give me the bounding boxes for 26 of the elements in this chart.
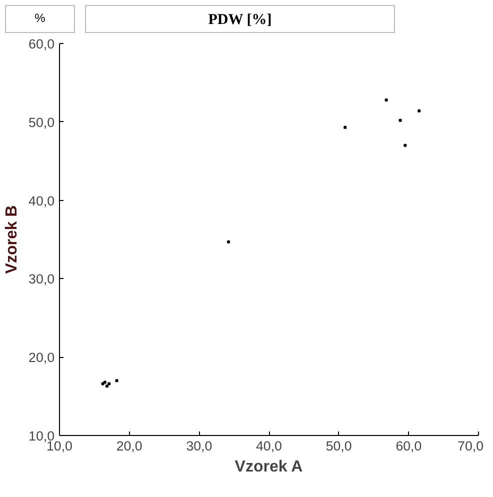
point xyxy=(105,384,108,388)
point xyxy=(384,98,388,102)
y-tick-label: 50,0 xyxy=(28,114,55,130)
text: % xyxy=(34,10,46,27)
chart-title: PDW [%] xyxy=(208,11,272,30)
y-tick-label: 20,0 xyxy=(28,350,55,366)
point xyxy=(103,380,106,384)
point xyxy=(115,379,118,382)
point xyxy=(398,118,402,122)
x-tick-label: 70,0 xyxy=(458,438,484,454)
y-tick-label: 40,0 xyxy=(28,193,55,208)
point xyxy=(108,382,111,386)
x-tick-label: 60,0 xyxy=(396,438,422,454)
x-axis-title: Vzorek A xyxy=(234,458,304,476)
y-axis-title: Vzorek B xyxy=(4,205,21,274)
x-tick-label: 40,0 xyxy=(256,438,282,454)
y-tick-label: 10,0 xyxy=(28,428,55,444)
point xyxy=(404,144,407,147)
y-tick-label: 30,0 xyxy=(28,272,55,287)
point xyxy=(418,109,421,112)
x-tick-label: 50,0 xyxy=(326,438,352,454)
point xyxy=(226,240,230,244)
point xyxy=(101,382,104,386)
x-tick-label: 30,0 xyxy=(186,438,212,454)
y-tick-label: 60,0 xyxy=(28,36,55,52)
x-tick-label: 20,0 xyxy=(116,438,142,454)
